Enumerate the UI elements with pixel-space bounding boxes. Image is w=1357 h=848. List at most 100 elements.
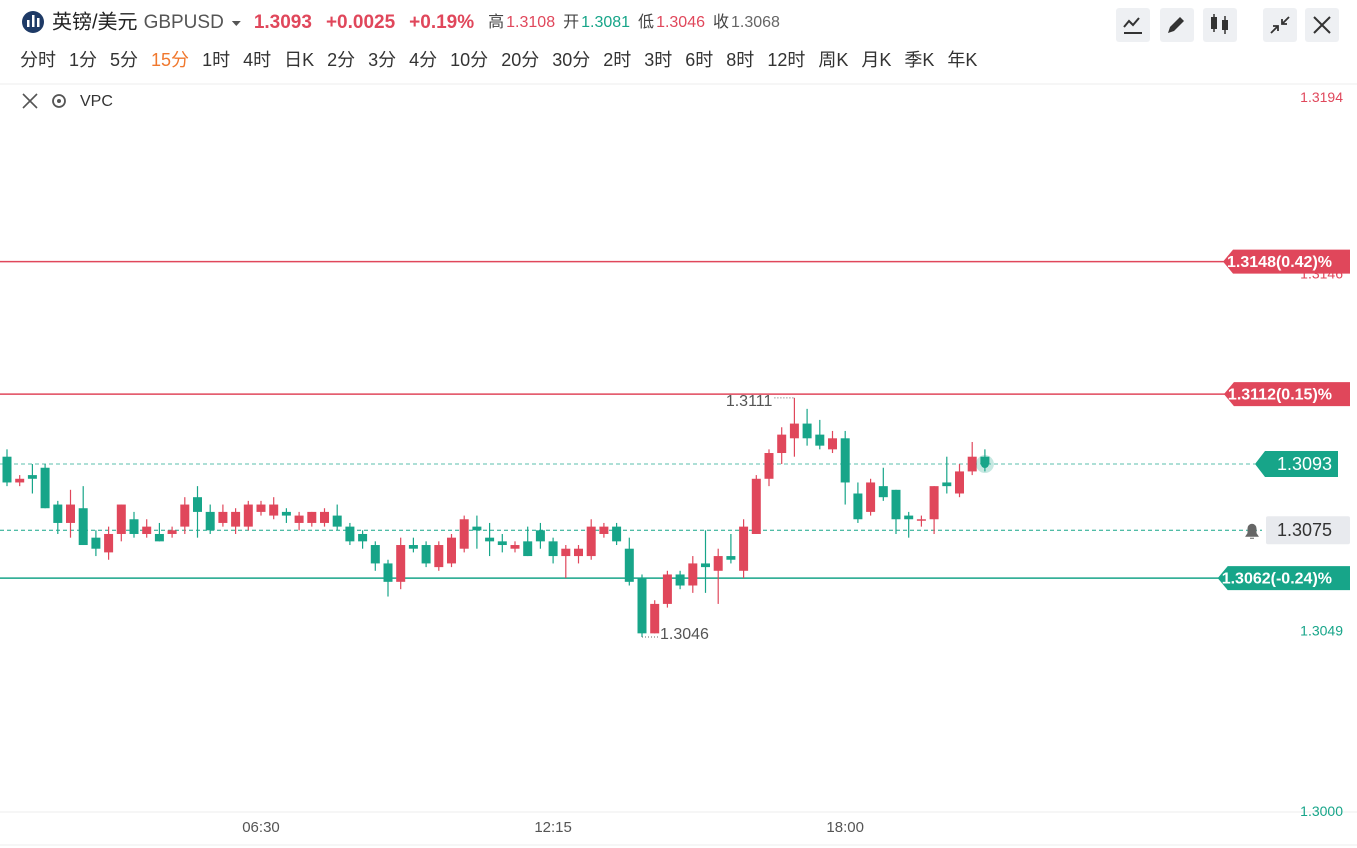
- candle-body: [294, 515, 304, 523]
- candle-body: [688, 563, 698, 586]
- candle-body: [447, 537, 456, 564]
- timeframe-tab[interactable]: 月K: [861, 50, 891, 70]
- timeframe-tab[interactable]: 分时: [20, 50, 56, 70]
- candle-body: [828, 438, 837, 450]
- candle-body: [231, 511, 241, 527]
- stat-label: 开: [563, 14, 579, 31]
- timeframe-tabs[interactable]: 分时 1分 5分 15分 1时 4时 日K 2分 3分 4分 10分 20分 30分 2时 3时 6时 8时 12…: [20, 50, 977, 70]
- candle-body: [167, 530, 177, 534]
- candle-body: [713, 556, 723, 571]
- candle-body: [180, 504, 190, 527]
- candle-body: [396, 545, 406, 582]
- x-tick-label: 06:30: [242, 819, 280, 836]
- current-price-label: 1.3093: [1277, 454, 1332, 474]
- candle-body: [142, 526, 152, 534]
- candle-body: [256, 504, 266, 512]
- candle-body: [535, 530, 545, 542]
- candle-body: [358, 533, 368, 542]
- candle-button[interactable]: [1203, 8, 1237, 42]
- candle-body: [548, 541, 558, 557]
- timeframe-tab[interactable]: 12时: [767, 50, 805, 70]
- timeframe-tab[interactable]: 周K: [818, 50, 848, 70]
- timeframe-tab[interactable]: 3时: [644, 50, 672, 70]
- candle-body: [15, 478, 25, 483]
- collapse-button[interactable]: [1263, 8, 1297, 42]
- timeframe-tab[interactable]: 6时: [685, 50, 713, 70]
- timeframe-tab[interactable]: 日K: [284, 50, 314, 70]
- candle-body: [840, 438, 850, 483]
- timeframe-tab[interactable]: 季K: [904, 50, 934, 70]
- candle-body: [701, 563, 710, 568]
- timeframe-tab[interactable]: 2时: [603, 50, 631, 70]
- candle-body: [383, 563, 393, 582]
- annotation-label: 1.3046: [660, 626, 709, 643]
- candle-body: [281, 511, 291, 516]
- candle-body: [853, 493, 863, 520]
- x-tick-label: 12:15: [534, 819, 572, 836]
- candle-body: [675, 574, 685, 586]
- timeframe-tab[interactable]: 10分: [450, 50, 488, 70]
- timeframe-tab[interactable]: 5分: [110, 50, 138, 70]
- timeframe-tab[interactable]: 2分: [327, 50, 355, 70]
- timeframe-tab[interactable]: 年K: [947, 50, 977, 70]
- timeframe-tab[interactable]: 8时: [726, 50, 754, 70]
- candle-body: [726, 556, 736, 560]
- toolbar: [1116, 8, 1339, 42]
- stat-value: 1.3046: [656, 14, 705, 31]
- candle-body: [891, 489, 901, 520]
- remove-indicator[interactable]: [22, 93, 38, 109]
- y-tick-label: 1.3194: [1300, 89, 1343, 105]
- candle-body: [955, 471, 964, 494]
- annotation-label: 1.3111: [726, 393, 773, 410]
- timeframe-tab[interactable]: 3分: [368, 50, 396, 70]
- pulse-dot: [980, 460, 989, 469]
- alert-bell: [1245, 523, 1259, 539]
- candle-body: [472, 526, 482, 531]
- candle-body: [332, 515, 342, 527]
- candle-body: [650, 603, 660, 634]
- candle-body: [967, 456, 977, 472]
- y-tick-label: 1.3000: [1300, 803, 1343, 819]
- candle-body: [104, 533, 114, 553]
- stat-value: 1.3081: [581, 14, 630, 31]
- candle-body: [485, 537, 495, 542]
- candle-body: [193, 497, 202, 512]
- candle-body: [815, 434, 825, 446]
- timeframe-tab[interactable]: 20分: [501, 50, 539, 70]
- candle-body: [612, 526, 622, 542]
- candle-body: [497, 541, 507, 546]
- level-label: 1.3148(0.42)%: [1227, 254, 1332, 271]
- timeframe-tab[interactable]: 4时: [243, 50, 271, 70]
- candle-body: [866, 482, 876, 512]
- candle-body: [129, 519, 139, 534]
- stat-label: 低: [638, 13, 654, 31]
- candle-body: [320, 511, 329, 523]
- candle-body: [218, 511, 228, 523]
- candle-body: [904, 515, 914, 520]
- candle-body: [789, 423, 799, 439]
- candle-body: [434, 545, 444, 568]
- price-change-pct: +0.19%: [409, 12, 474, 33]
- candle-body: [561, 548, 571, 557]
- candle-body: [40, 467, 50, 509]
- symbol-name: 英镑/美元: [52, 10, 138, 33]
- timeframe-tab[interactable]: 4分: [409, 50, 437, 70]
- candle-body: [345, 526, 355, 542]
- symbol-dropdown[interactable]: [231, 21, 241, 26]
- timeframe-tab[interactable]: 1时: [202, 50, 230, 70]
- level-tag: [1217, 566, 1350, 591]
- alert-tag: [1266, 516, 1350, 545]
- timeframe-tab[interactable]: 30分: [552, 50, 590, 70]
- price-change: +0.0025: [326, 12, 396, 33]
- stat-label: 高: [488, 13, 504, 31]
- indicator-settings[interactable]: [52, 94, 66, 108]
- candle-body: [53, 504, 63, 523]
- timeframe-tab[interactable]: 1分: [69, 50, 97, 70]
- timeframe-tab[interactable]: 15分: [151, 50, 189, 70]
- stat-value: 1.3068: [731, 14, 780, 31]
- candle-body: [929, 486, 939, 520]
- indicator-name: VPC: [80, 93, 113, 110]
- symbol-code: GBPUSD: [144, 12, 224, 33]
- candle-body: [599, 526, 609, 534]
